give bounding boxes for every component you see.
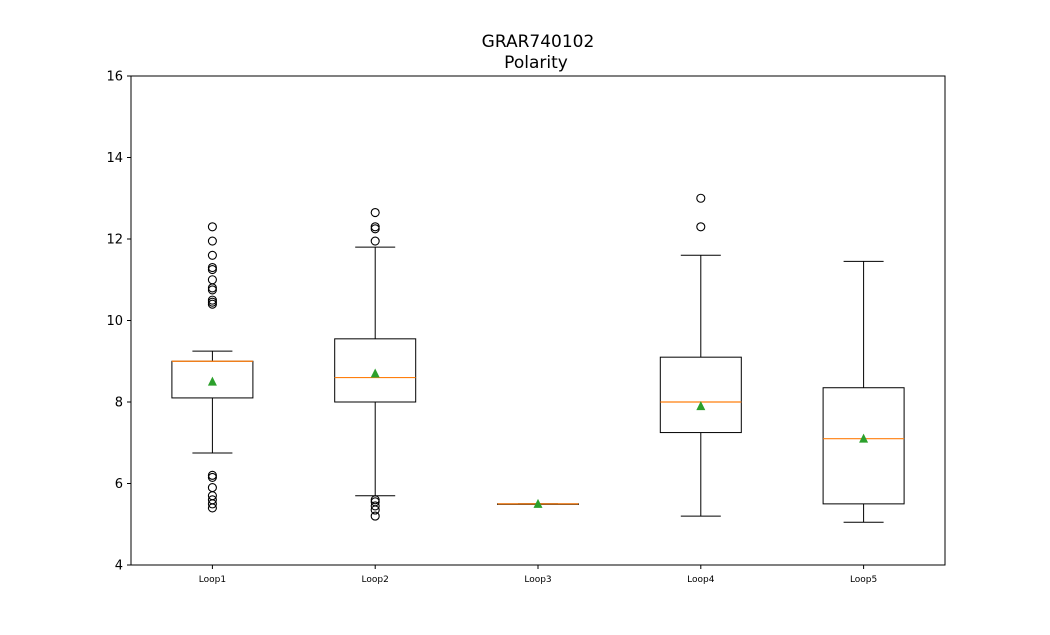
y-tick-label: 16 — [106, 70, 123, 85]
box-group-loop1 — [171, 222, 254, 513]
y-tick-label: 12 — [106, 233, 123, 248]
mean-marker — [370, 368, 380, 378]
outlier-point — [207, 262, 217, 273]
outlier-point — [207, 222, 217, 232]
box-group-loop2 — [334, 207, 417, 521]
y-tick-label: 4 — [115, 559, 123, 574]
axes: 4 6 8 10 12 14 16 Loop1 Loop2 Loop3 Loop4 Loop5 — [106, 70, 946, 585]
outlier-point — [207, 275, 217, 285]
outlier-point — [370, 236, 380, 246]
outlier-point — [370, 495, 380, 505]
iqr-box — [659, 356, 742, 434]
outlier-point — [370, 222, 380, 232]
x-tick-label-loop5: Loop5 — [850, 575, 877, 585]
outlier-point — [207, 250, 217, 260]
iqr-box — [822, 387, 905, 505]
x-tick-label-loop2: Loop2 — [362, 575, 389, 585]
outlier-point — [696, 193, 706, 203]
outlier-point — [207, 483, 217, 493]
box-group-loop4 — [659, 193, 742, 517]
mean-marker — [696, 401, 706, 411]
x-tick-label-loop3: Loop3 — [524, 575, 551, 585]
y-tick-label: 10 — [106, 314, 123, 329]
outlier-point — [370, 511, 380, 521]
mean-marker — [859, 433, 869, 443]
box-group-loop5 — [822, 260, 905, 523]
y-tick-label: 6 — [115, 477, 123, 492]
iqr-box — [334, 338, 417, 403]
mean-marker — [207, 376, 217, 386]
x-tick-label-loop1: Loop1 — [199, 575, 226, 585]
chart-title-line1: GRAR740102 — [482, 32, 595, 52]
outlier-point — [207, 470, 217, 480]
outlier-point — [207, 495, 217, 505]
plot-area — [171, 193, 905, 523]
outlier-point — [207, 236, 217, 246]
mean-marker — [533, 498, 543, 508]
outlier-point — [370, 207, 380, 218]
x-tick-label-loop4: Loop4 — [687, 575, 715, 585]
y-tick-label: 14 — [106, 151, 123, 166]
y-tick-label: 8 — [115, 396, 123, 411]
box-group-loop3 — [497, 498, 579, 508]
outlier-point — [370, 501, 380, 511]
chart-title-line2: Polarity — [504, 53, 568, 73]
outlier-point — [696, 222, 706, 232]
outlier-point — [207, 295, 217, 305]
